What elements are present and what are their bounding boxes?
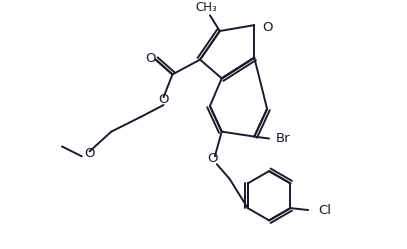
Text: O: O [84, 147, 95, 160]
Text: Cl: Cl [318, 203, 331, 217]
Text: O: O [262, 21, 273, 34]
Text: O: O [145, 52, 156, 65]
Text: Br: Br [276, 132, 291, 145]
Text: O: O [158, 93, 169, 106]
Text: O: O [208, 152, 218, 165]
Text: CH₃: CH₃ [195, 1, 217, 14]
